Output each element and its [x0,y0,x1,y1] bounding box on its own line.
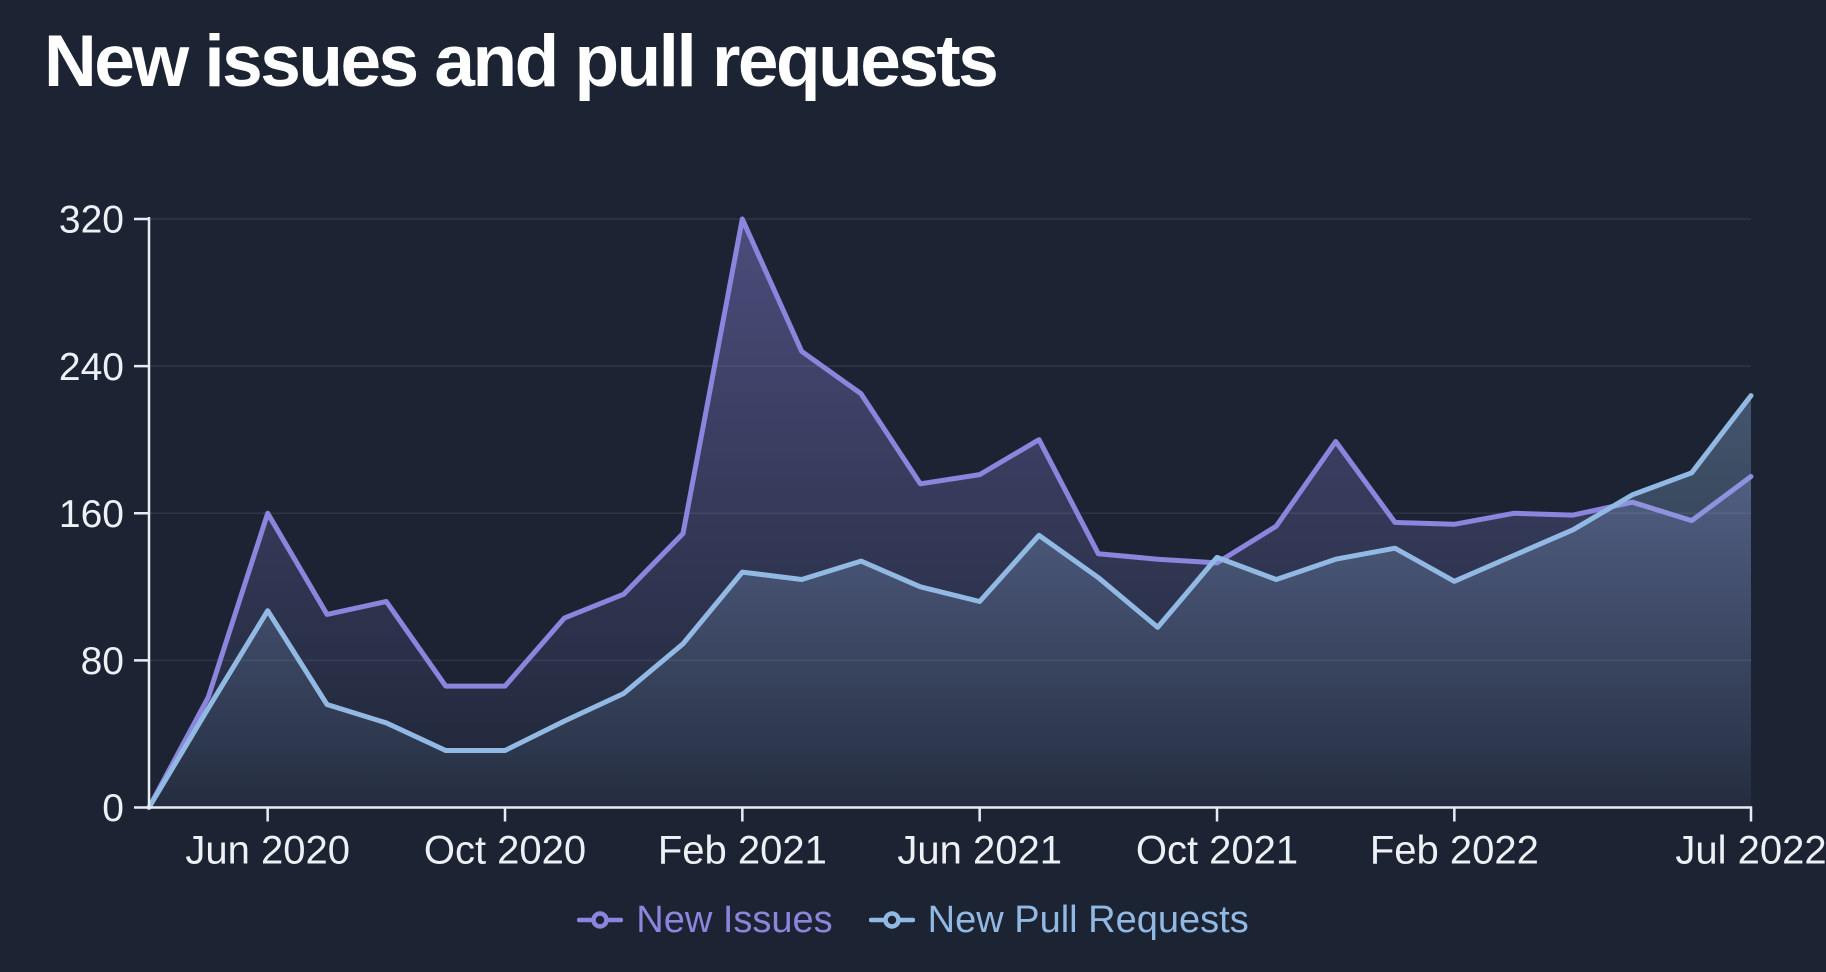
area-new-pull-requests [149,395,1751,808]
legend-line-circle-icon [868,911,915,929]
chart-legend: New Issues New Pull Requests [0,896,1826,944]
y-tick-label: 0 [102,787,124,830]
y-tick-label: 320 [59,199,124,242]
line-new-issues [146,216,1754,810]
x-tick-label: Oct 2021 [1136,829,1298,873]
y-tick-label: 240 [59,346,124,389]
x-tick-label: Jun 2020 [185,829,350,873]
y-tick-label: 80 [81,640,124,683]
x-tick-label: Feb 2022 [1370,829,1539,873]
x-tick-label: Jun 2021 [897,829,1062,873]
legend-item-new-pull-requests[interactable]: New Pull Requests [868,899,1249,941]
legend-label: New Pull Requests [927,899,1249,941]
x-tick-label: Jul 2022 [1675,829,1826,873]
legend-line-circle-icon [577,911,624,929]
legend-label: New Issues [636,899,833,941]
line-new-pull-requests [146,393,1754,810]
legend-item-new-issues[interactable]: New Issues [577,899,833,941]
y-tick-label: 160 [59,493,124,536]
x-tick-label: Oct 2020 [424,829,586,873]
chart-title: New issues and pull requests [44,21,999,102]
x-tick-label: Feb 2021 [658,829,827,873]
